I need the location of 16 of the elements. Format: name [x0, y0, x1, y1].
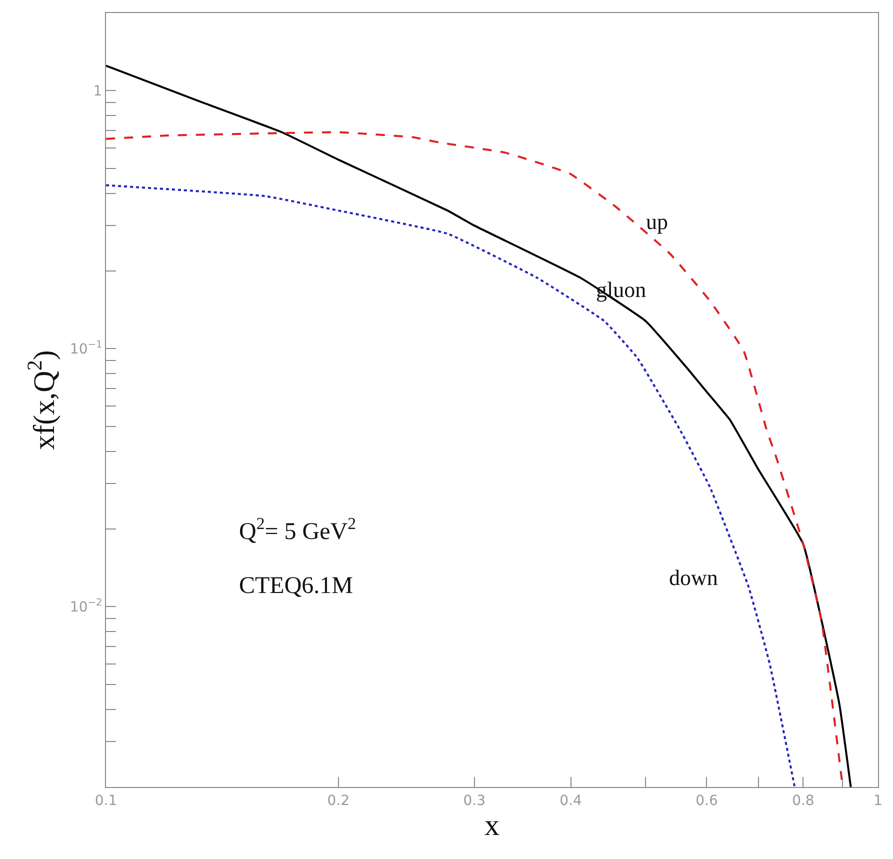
series-label: up [646, 209, 668, 234]
x-tick-label: 0.4 [560, 792, 582, 809]
series-label: down [669, 565, 718, 590]
y-tick-label: 1 [93, 84, 102, 100]
x-tick-label: 0.3 [463, 792, 486, 809]
x-tick-label: 0.1 [94, 792, 118, 809]
annotation: Q$^{2}$= 5 GeV$^{2}$ [239, 514, 356, 546]
x-axis-title: x [484, 808, 500, 842]
x-tick-label: 0.6 [696, 792, 718, 809]
y-tick-label: 10$^{−2}$ [70, 598, 102, 616]
annotation: CTEQ6.1M [239, 573, 353, 599]
x-tick-label: 0.2 [327, 792, 350, 809]
x-tick-label: 1 [874, 792, 882, 809]
x-tick-label: 0.8 [792, 792, 814, 809]
y-tick-label: 10$^{−1}$ [70, 340, 102, 358]
series-label: gluon [596, 277, 646, 302]
